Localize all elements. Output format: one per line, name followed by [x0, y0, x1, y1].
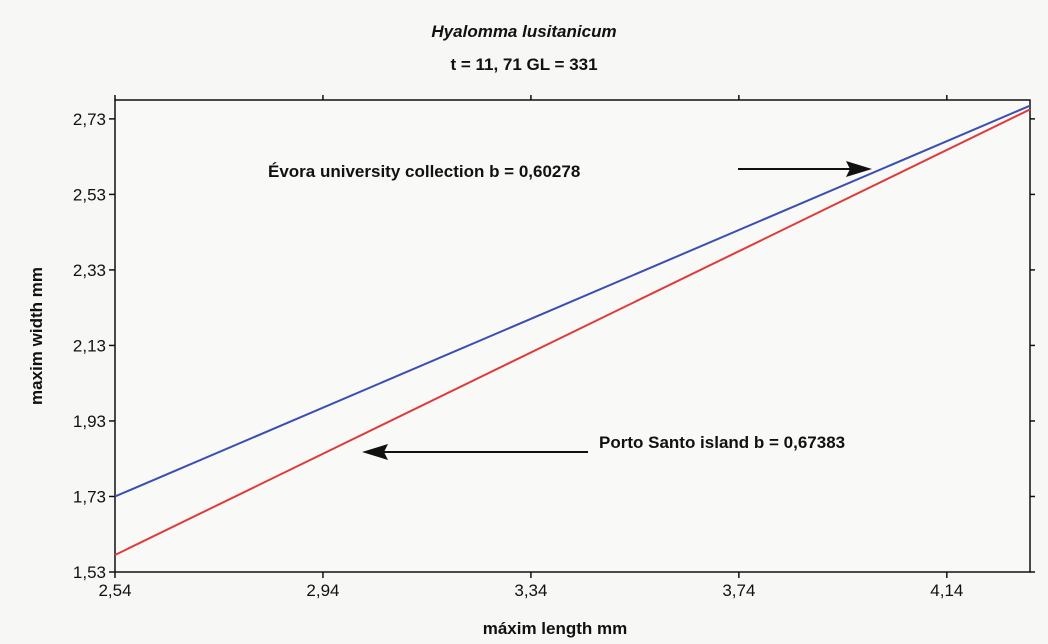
arrow-right-icon	[738, 161, 872, 177]
series-line-1	[114, 108, 1031, 556]
x-tick-label: 2,54	[98, 581, 131, 600]
x-tick-label: 2,94	[306, 581, 339, 600]
series-line-0	[114, 104, 1031, 498]
x-axis: 2,54 2,94 3,34 3,74 4,14	[98, 95, 963, 600]
x-axis-title: máxim length mm	[483, 619, 628, 638]
y-tick-label: 1,53	[73, 563, 106, 582]
annotation-evora-label: Évora university collection b = 0,60278	[268, 162, 580, 181]
chart-title: Hyalomma lusitanicum	[431, 22, 617, 41]
y-tick-label: 1,73	[73, 487, 106, 506]
annotations-group: Évora university collection b = 0,60278 …	[268, 161, 872, 460]
arrow-left-icon	[362, 444, 588, 460]
plot-area	[114, 99, 1031, 573]
annotation-porto-santo-label: Porto Santo island b = 0,67383	[599, 433, 845, 452]
y-axis-title: maxim width mm	[27, 267, 46, 405]
x-tick-label: 4,14	[930, 581, 963, 600]
x-tick-label: 3,74	[722, 581, 755, 600]
y-tick-label: 2,33	[73, 261, 106, 280]
y-tick-label: 2,53	[73, 185, 106, 204]
chart-subtitle: t = 11, 71 GL = 331	[450, 55, 598, 74]
y-tick-label: 1,93	[73, 412, 106, 431]
y-axis: 1,53 1,73 1,93 2,13 2,33 2,53 2,73	[73, 110, 1035, 582]
series-group	[114, 104, 1031, 556]
y-tick-label: 2,73	[73, 110, 106, 129]
x-tick-label: 3,34	[514, 581, 547, 600]
y-tick-label: 2,13	[73, 336, 106, 355]
